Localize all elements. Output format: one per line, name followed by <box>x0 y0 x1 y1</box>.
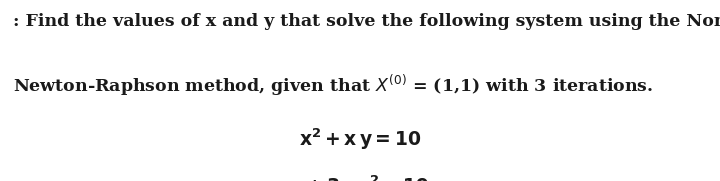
Text: : Find the values of x and y that solve the following system using the Nonlinear: : Find the values of x and y that solve … <box>13 13 720 30</box>
Text: $\mathbf{y + 3\,x\,y^2 = 19}$: $\mathbf{y + 3\,x\,y^2 = 19}$ <box>291 174 429 181</box>
Text: $\mathbf{x^2 + x\,y = 10}$: $\mathbf{x^2 + x\,y = 10}$ <box>299 127 421 152</box>
Text: Newton-Raphson method, given that $X^{(0)}$ = (1,1) with 3 iterations.: Newton-Raphson method, given that $X^{(0… <box>13 72 653 98</box>
